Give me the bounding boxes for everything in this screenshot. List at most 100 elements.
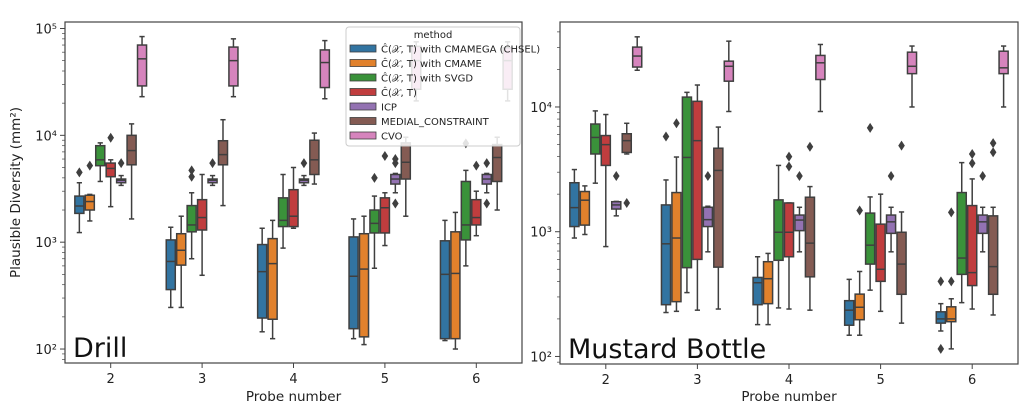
outlier-point [856,205,863,216]
outlier-point [704,170,712,181]
box-medial-constraint-probe-3 [713,126,724,310]
box-icp-probe-3 [702,170,714,253]
box-iqr [843,299,855,326]
box-iqr [186,204,197,233]
box--t-with-cmamega-chsel--probe-2 [74,167,85,234]
legend-entry: Ĉ(𝒳, T) with CMAME [381,57,482,70]
outlier-point [979,170,986,181]
box--t--probe-5 [379,151,391,247]
box-iqr [692,100,703,261]
box-iqr [762,260,774,305]
legend-entry: Ĉ(𝒳, T) with SVGD [381,72,473,85]
box-iqr [460,180,472,241]
box-iqr [987,215,999,296]
box-iqr [702,206,714,228]
legend-swatch [349,59,377,67]
box--t-with-cmame-probe-2 [84,160,96,222]
y-tick-label: 10² [530,350,552,365]
box--t--probe-3 [692,84,703,311]
legend-entry: Ĉ(𝒳, T) [381,86,417,99]
box--t--probe-6 [966,148,978,310]
legend-swatch [349,44,377,53]
box-iqr [998,50,1009,75]
outlier-point [968,148,976,159]
box--t-with-svgd-probe-5 [864,122,876,291]
legend-swatch [349,102,377,111]
outlier-point [76,167,83,178]
box-iqr [896,231,907,296]
legend-swatch [349,73,377,82]
box-iqr [267,237,278,320]
box-iqr [400,142,412,180]
legend-entry: CVO [381,132,403,143]
box-iqr [319,49,331,89]
box-iqr [379,197,391,234]
legend-swatch [349,88,377,96]
box--t-with-svgd-probe-3 [681,91,693,294]
box-iqr [804,196,816,278]
box-iqr [956,191,968,276]
y-tick-label: 10³ [35,236,57,251]
box--t-with-svgd-probe-4 [277,173,289,249]
box-iqr [277,197,289,228]
box-icp-probe-5 [390,154,401,209]
outlier-point [796,170,803,181]
box-icp-probe-3 [207,158,218,187]
box--t-with-cmame-probe-6 [945,207,957,350]
box-iqr [631,46,643,68]
outlier-point [392,154,399,165]
box--t-with-cmame-probe-5 [358,215,370,346]
legend-swatch [349,131,377,140]
box--t-with-cmamega-chsel--probe-3 [165,226,177,309]
x-tick-label: 4 [785,373,793,388]
box--t--probe-2 [105,132,116,208]
y-tick-label: 10³ [530,226,552,241]
box-icp-probe-2 [610,170,622,217]
panel-label: Drill [73,333,127,364]
box-iqr [783,202,795,258]
legend-entry: Ĉ(𝒳, T) with CMAMEGA (CHSEL) [381,43,540,56]
box-medial-constraint-probe-2 [621,122,633,208]
outlier-point [300,158,308,169]
box--t-with-cmame-probe-6 [450,211,461,350]
box-cvo-probe-3 [228,38,239,98]
box--t-with-svgd-probe-4 [773,164,784,309]
box-iqr [309,139,320,176]
box-icp-probe-5 [885,170,897,253]
outlier-point [209,158,216,169]
box-cvo-probe-4 [319,39,331,100]
box-medial-constraint-probe-6 [987,138,999,316]
box--t-with-svgd-probe-5 [369,172,380,270]
box-iqr [569,181,580,228]
box-iqr [228,46,239,87]
box--t-with-cmame-probe-5 [854,205,865,336]
outlier-point [381,151,389,162]
box-iqr [84,194,96,211]
x-tick-label: 6 [968,373,976,388]
box-iqr [165,239,177,291]
box--t-with-cmamega-chsel--probe-6 [439,219,451,342]
box-icp-probe-4 [794,170,805,253]
box-medial-constraint-probe-4 [804,141,816,311]
legend-title: method [414,30,453,41]
y-tick-label: 10⁴ [530,101,552,116]
outlier-point [937,343,945,354]
box-iqr [906,51,918,75]
box-iqr [217,139,229,166]
box-iqr [256,243,268,319]
box-iqr [590,123,601,155]
box-medial-constraint-probe-4 [309,132,320,185]
box--t-with-cmamega-chsel--probe-4 [256,227,268,333]
outlier-point [188,165,195,176]
box--t-with-cmamega-chsel--probe-5 [843,278,855,336]
box-iqr [671,191,682,303]
box-cvo-probe-2 [136,35,148,98]
outlier-point [947,207,955,218]
y-axis-label: Plausible Diversity (mm²) [8,107,24,278]
box-iqr [105,162,116,178]
box-iqr [681,96,693,269]
box-iqr [74,195,85,215]
box-iqr [196,198,208,231]
